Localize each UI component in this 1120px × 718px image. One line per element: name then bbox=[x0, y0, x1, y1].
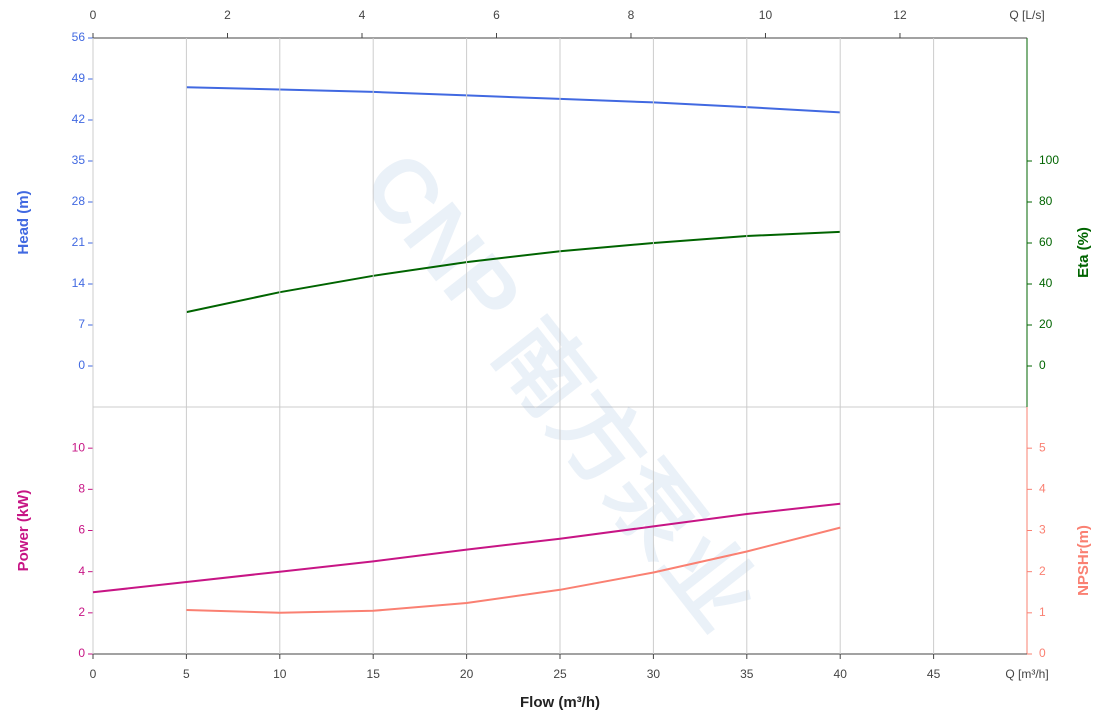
y2-axis-title: NPSHr(m) bbox=[1075, 525, 1092, 596]
x-tick-label: 5 bbox=[183, 667, 190, 681]
y2-axis-title: Eta (%) bbox=[1075, 227, 1092, 278]
y-tick-label: 2 bbox=[78, 605, 85, 619]
y-tick-label: 42 bbox=[72, 112, 86, 126]
x-tick-label: 15 bbox=[367, 667, 381, 681]
x2-tick-label: 4 bbox=[359, 8, 366, 22]
x2-axis-unit: Q [L/s] bbox=[1009, 8, 1044, 22]
y-tick-label: 49 bbox=[72, 71, 86, 85]
x-axis-title: Flow (m³/h) bbox=[520, 694, 600, 711]
y2-tick-label: 40 bbox=[1039, 276, 1053, 290]
y-tick-label: 0 bbox=[78, 358, 85, 372]
y-tick-label: 4 bbox=[78, 564, 85, 578]
x-tick-label: 10 bbox=[273, 667, 287, 681]
x2-tick-label: 8 bbox=[628, 8, 635, 22]
x2-tick-label: 6 bbox=[493, 8, 500, 22]
y-tick-label: 7 bbox=[78, 317, 85, 331]
x-tick-label: 45 bbox=[927, 667, 941, 681]
y2-tick-label: 100 bbox=[1039, 153, 1059, 167]
y2-tick-label: 5 bbox=[1039, 440, 1046, 454]
series-line bbox=[186, 86, 841, 114]
y-tick-label: 35 bbox=[72, 153, 86, 167]
y-tick-label: 6 bbox=[78, 523, 85, 537]
y-tick-label: 14 bbox=[72, 276, 86, 290]
y2-tick-label: 0 bbox=[1039, 358, 1046, 372]
y2-tick-label: 20 bbox=[1039, 317, 1053, 331]
x2-tick-label: 2 bbox=[224, 8, 231, 22]
y2-tick-label: 1 bbox=[1039, 605, 1046, 619]
y-tick-label: 8 bbox=[78, 482, 85, 496]
y-tick-label: 28 bbox=[72, 194, 86, 208]
x-tick-label: 30 bbox=[647, 667, 661, 681]
y-tick-label: 21 bbox=[72, 235, 86, 249]
y-axis-title: Power (kW) bbox=[15, 490, 32, 572]
x2-tick-label: 0 bbox=[90, 8, 97, 22]
y2-tick-label: 80 bbox=[1039, 194, 1053, 208]
x-axis-unit: Q [m³/h] bbox=[1005, 667, 1048, 681]
y2-tick-label: 2 bbox=[1039, 564, 1046, 578]
y2-tick-label: 60 bbox=[1039, 235, 1053, 249]
x2-tick-label: 12 bbox=[893, 8, 907, 22]
x-tick-label: 40 bbox=[834, 667, 848, 681]
x-tick-label: 35 bbox=[740, 667, 754, 681]
series-line bbox=[92, 502, 841, 594]
y-axis-title: Head (m) bbox=[15, 190, 32, 254]
series-line bbox=[186, 526, 841, 614]
y2-tick-label: 4 bbox=[1039, 482, 1046, 496]
series-line bbox=[186, 230, 841, 314]
y-tick-label: 10 bbox=[72, 440, 86, 454]
x-tick-label: 25 bbox=[553, 667, 567, 681]
y-tick-label: 56 bbox=[72, 30, 86, 44]
x-tick-label: 20 bbox=[460, 667, 474, 681]
y2-tick-label: 3 bbox=[1039, 523, 1046, 537]
y-tick-label: 0 bbox=[78, 646, 85, 660]
x2-tick-label: 10 bbox=[759, 8, 773, 22]
x-tick-label: 0 bbox=[90, 667, 97, 681]
y2-tick-label: 0 bbox=[1039, 646, 1046, 660]
